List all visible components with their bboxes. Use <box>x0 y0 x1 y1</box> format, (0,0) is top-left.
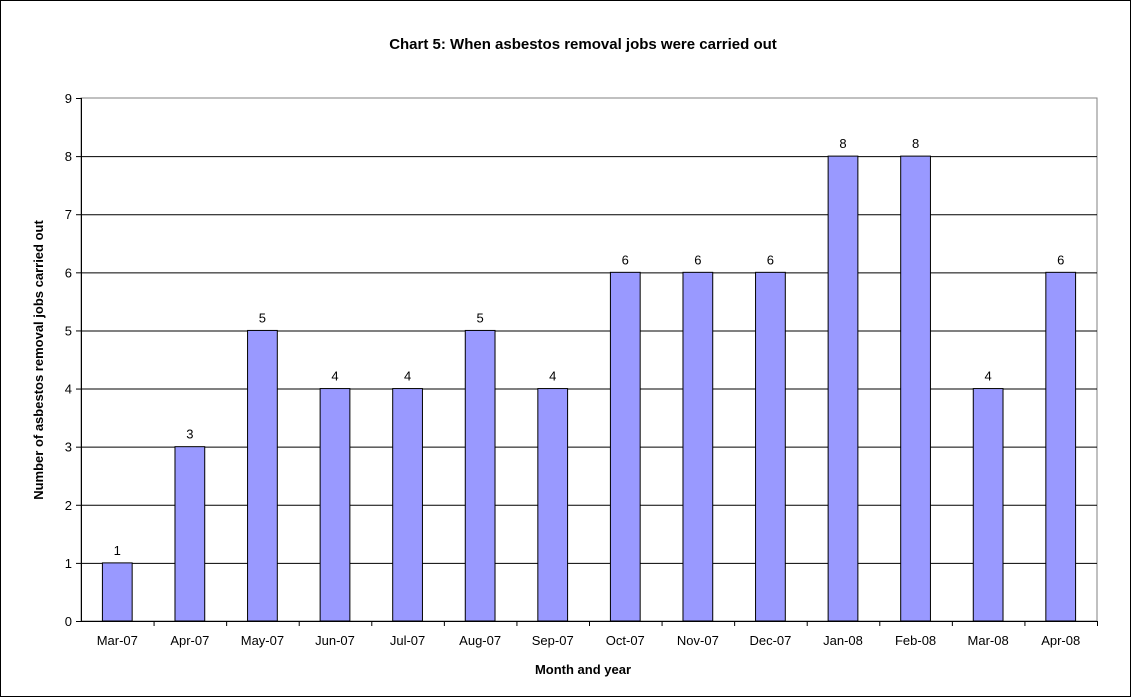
data-label: 4 <box>404 369 411 384</box>
x-tick-label: Dec-07 <box>749 633 791 648</box>
x-tick-label: Aug-07 <box>459 633 501 648</box>
bar <box>1045 271 1077 622</box>
data-label: 1 <box>114 543 121 558</box>
y-tick-label: 0 <box>65 614 72 629</box>
data-label: 5 <box>259 310 266 325</box>
bar <box>464 329 496 622</box>
data-label: 4 <box>331 369 338 384</box>
plot-border <box>80 97 1098 622</box>
x-tick-label: Jun-07 <box>315 633 355 648</box>
data-label: 6 <box>1057 252 1064 267</box>
bar <box>101 562 133 622</box>
data-label: 4 <box>549 369 556 384</box>
x-tick-label: Mar-07 <box>97 633 138 648</box>
x-tick-label: Mar-08 <box>968 633 1009 648</box>
data-label: 8 <box>839 136 846 151</box>
x-tick-label: Apr-08 <box>1041 633 1080 648</box>
bar <box>755 271 786 622</box>
y-tick-label: 4 <box>65 382 72 397</box>
x-tick-label: Nov-07 <box>677 633 719 648</box>
data-label: 6 <box>767 252 774 267</box>
x-tick-label: May-07 <box>241 633 284 648</box>
bar <box>682 271 714 622</box>
y-tick-label: 6 <box>65 265 72 280</box>
y-tick-label: 9 <box>65 91 72 106</box>
data-label: 5 <box>477 310 484 325</box>
x-axis-title: Month and year <box>535 662 631 677</box>
y-tick-label: 1 <box>65 556 72 571</box>
bar <box>392 388 423 622</box>
bar <box>174 446 206 622</box>
x-tick-label: Jan-08 <box>823 633 863 648</box>
bar <box>900 155 931 622</box>
data-label: 4 <box>985 369 992 384</box>
bar <box>537 388 569 622</box>
x-tick-label: Sep-07 <box>532 633 574 648</box>
data-label: 8 <box>912 136 919 151</box>
chart-title: Chart 5: When asbestos removal jobs were… <box>389 36 777 53</box>
plot-area: 0 1 2 3 4 5 6 7 8 9 1 Mar-07 3 Apr-07 5 May-07 4 Jun-07 4 J… <box>65 91 1098 648</box>
y-tick-label: 2 <box>65 498 72 513</box>
x-tick-label: Apr-07 <box>170 633 209 648</box>
bar <box>247 329 278 622</box>
data-label: 3 <box>186 427 193 442</box>
y-tick-label: 3 <box>65 440 72 455</box>
bar <box>972 388 1004 622</box>
data-label: 6 <box>622 252 629 267</box>
y-tick-label: 7 <box>65 207 72 222</box>
x-tick-label: Feb-08 <box>895 633 936 648</box>
x-tick-label: Jul-07 <box>390 633 425 648</box>
y-axis-title: Number of asbestos removal jobs carried … <box>31 220 46 500</box>
y-tick-label: 8 <box>65 149 72 164</box>
data-label: 6 <box>694 252 701 267</box>
bar <box>319 388 351 622</box>
y-tick-label: 5 <box>65 323 72 338</box>
bar <box>609 271 641 622</box>
bar <box>827 155 859 622</box>
x-tick-label: Oct-07 <box>606 633 645 648</box>
